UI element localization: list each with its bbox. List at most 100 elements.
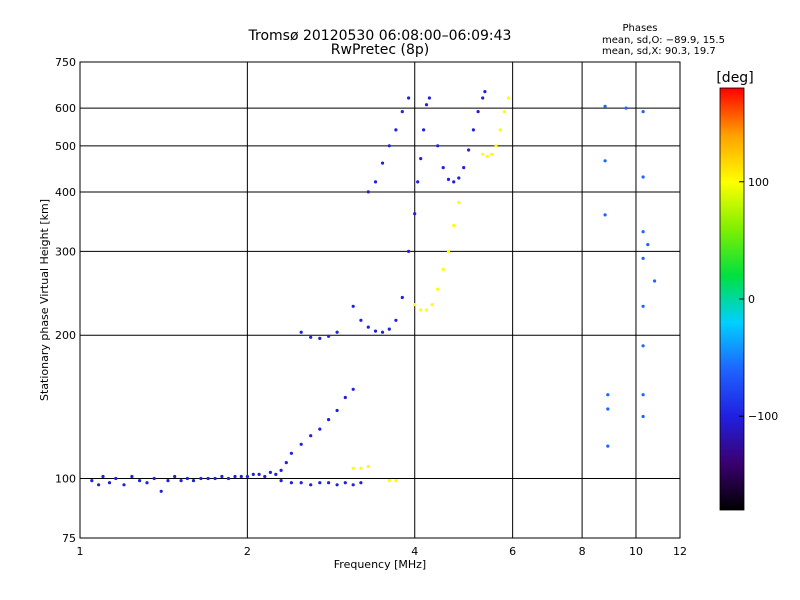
data-point <box>436 144 440 148</box>
x-tick-label: 2 <box>244 545 251 558</box>
y-tick-label: 300 <box>55 245 76 258</box>
data-point <box>366 190 370 194</box>
data-point <box>446 249 451 253</box>
data-point <box>166 479 170 483</box>
data-point <box>213 476 217 481</box>
data-point <box>373 180 378 184</box>
data-point <box>422 128 426 132</box>
data-point <box>419 157 423 161</box>
series-f2-trace-x-mode- <box>413 201 461 312</box>
data-point <box>641 344 645 348</box>
data-point <box>416 180 420 184</box>
data-point <box>419 308 423 312</box>
y-tick-label: 100 <box>55 473 76 486</box>
series-f2-trace-o-mode- <box>351 96 431 334</box>
data-point <box>606 407 610 411</box>
chart-title: Tromsø 20120530 06:08:00–06:09:43 <box>248 28 512 44</box>
data-point <box>641 256 645 260</box>
data-point <box>502 110 506 114</box>
x-tick-label: 4 <box>411 545 418 558</box>
y-axis-label: Stationary phase Virtual Height [km] <box>38 199 51 401</box>
data-point <box>199 476 203 481</box>
data-point <box>407 96 411 100</box>
data-point <box>366 325 370 329</box>
y-tick-label: 400 <box>55 186 76 199</box>
x-tick-label: 1 <box>77 545 84 558</box>
data-point <box>318 481 322 485</box>
data-point <box>641 230 645 234</box>
data-point <box>299 442 303 446</box>
data-point <box>351 304 355 308</box>
data-point <box>359 466 363 470</box>
data-point <box>394 128 398 132</box>
data-point <box>430 303 434 307</box>
data-point <box>327 481 331 485</box>
data-point <box>233 474 237 479</box>
data-point <box>467 148 471 152</box>
data-point <box>380 330 385 334</box>
data-point <box>351 466 355 470</box>
data-point <box>485 154 489 158</box>
data-point <box>646 243 650 247</box>
data-point <box>191 479 196 483</box>
data-point <box>327 334 331 338</box>
data-point <box>335 483 339 487</box>
data-point <box>335 408 339 413</box>
phases-heading: Phases <box>622 23 657 34</box>
data-point <box>481 96 485 100</box>
x-tick-label: 6 <box>509 545 516 558</box>
data-point <box>624 106 628 110</box>
data-point <box>494 144 498 148</box>
data-point <box>159 489 163 493</box>
series-f2-upper-trace <box>366 96 411 194</box>
data-point <box>359 481 363 485</box>
data-point <box>101 474 105 479</box>
data-point <box>603 213 607 217</box>
data-point <box>606 393 610 397</box>
data-point <box>606 444 610 448</box>
data-point <box>179 479 183 483</box>
series-x-mode-upper <box>481 96 511 158</box>
data-point <box>257 472 261 476</box>
data-point <box>279 468 283 472</box>
colorbar-tick-label: 0 <box>748 293 755 306</box>
data-point <box>268 470 272 474</box>
data-point <box>274 472 278 476</box>
x-tick-label: 12 <box>673 545 687 558</box>
data-point <box>441 267 445 271</box>
data-point <box>641 304 645 308</box>
data-point <box>641 175 645 179</box>
data-point <box>498 128 502 132</box>
data-point <box>220 474 224 479</box>
data-point <box>289 481 293 485</box>
series-scattered-points <box>603 104 657 448</box>
data-point <box>603 159 607 163</box>
data-point <box>394 479 398 483</box>
data-point <box>185 476 189 481</box>
data-point <box>424 308 429 312</box>
data-point <box>452 180 456 184</box>
data-point <box>130 474 134 479</box>
data-point <box>299 481 303 485</box>
data-point <box>641 110 645 114</box>
data-point <box>173 474 177 479</box>
data-point <box>226 476 231 481</box>
y-tick-label: 75 <box>62 532 76 545</box>
phases-note: Phases mean, sd,O: −89.9, 15.5 mean, sd,… <box>602 23 725 57</box>
data-point <box>245 474 249 479</box>
y-tick-label: 200 <box>55 329 76 342</box>
data-point <box>114 476 118 481</box>
data-point <box>97 483 101 487</box>
data-point <box>327 418 331 422</box>
chart-subtitle: RwPretec (8p) <box>331 42 429 58</box>
data-point <box>289 451 293 455</box>
series-e-layer-x-mode <box>351 464 398 483</box>
colorbar-label: [deg] <box>716 70 753 86</box>
data-point <box>206 476 210 481</box>
data-point <box>446 177 451 181</box>
data-point <box>603 104 607 108</box>
data-point <box>387 479 391 483</box>
data-point <box>490 152 494 156</box>
data-point <box>284 461 288 465</box>
